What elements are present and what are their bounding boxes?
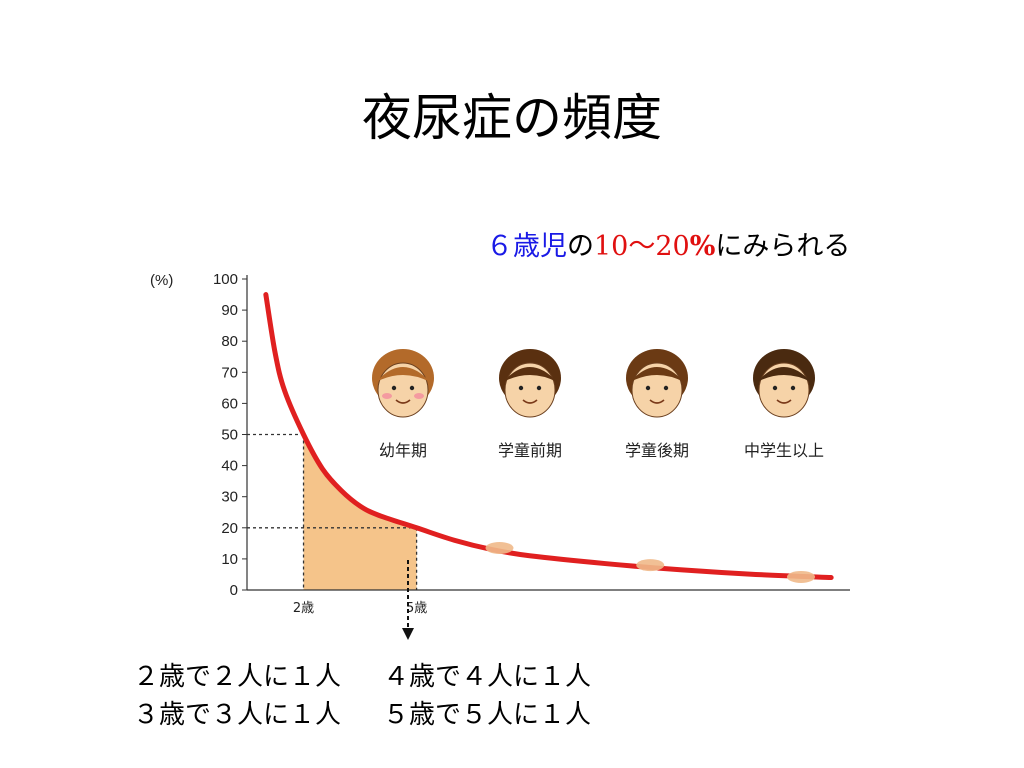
x-tick-label: 2歳 <box>293 601 314 616</box>
face-eye <box>790 385 796 391</box>
stage-label: 学童後期 <box>625 441 689 460</box>
stats-row: ２歳で２人に１人 ４歳で４人に１人 <box>133 658 591 696</box>
stage-label: 学童前期 <box>498 441 562 460</box>
y-tick-label: 0 <box>230 582 238 599</box>
stats-block: ２歳で２人に１人 ４歳で４人に１人 ３歳で３人に１人 ５歳で５人に１人 <box>133 658 591 734</box>
face-mouth <box>776 399 792 404</box>
face-fringe <box>630 367 684 382</box>
subtitle-suffix: にみられる <box>715 231 851 262</box>
face-eye <box>645 385 651 391</box>
stat-item: ２歳で２人に１人 <box>133 662 342 692</box>
face-eye <box>391 385 397 391</box>
face-mouth <box>522 399 538 404</box>
y-axis-label: (%) <box>150 272 173 289</box>
subtitle-age: ６歳児 <box>486 231 567 262</box>
stat-item: ５歳で５人に１人 <box>383 700 592 730</box>
y-tick-label: 70 <box>221 364 238 381</box>
y-tick-label: 100 <box>213 271 238 288</box>
face-eye <box>409 385 415 391</box>
stage-marker <box>636 559 665 572</box>
y-tick-label: 40 <box>221 458 238 475</box>
face-eye <box>518 385 524 391</box>
arrow-head <box>402 628 414 640</box>
y-tick-label: 90 <box>221 302 238 319</box>
face-eye <box>772 385 778 391</box>
chart-subtitle: ６歳児の10〜20%にみられる <box>486 224 850 263</box>
stage-marker <box>787 570 816 583</box>
page-title: 夜尿症の頻度 <box>362 89 662 147</box>
face-eye <box>536 385 542 391</box>
face-eye <box>663 385 669 391</box>
face-mouth <box>649 399 665 404</box>
face-cheek <box>382 393 392 399</box>
face-fringe <box>376 367 430 382</box>
stat-item: ３歳で３人に１人 <box>133 700 342 730</box>
y-tick-label: 80 <box>221 333 238 350</box>
stage-label: 幼年期 <box>379 441 427 460</box>
y-tick-label: 60 <box>221 395 238 412</box>
face-mouth <box>395 399 411 404</box>
face-fringe <box>503 367 557 382</box>
subtitle-particle: の <box>567 231 594 262</box>
stats-row: ３歳で３人に１人 ５歳で５人に１人 <box>133 696 591 734</box>
shaded-area <box>303 434 417 590</box>
stat-item: ４歳で４人に１人 <box>383 662 592 692</box>
subtitle-range: 10〜20 <box>594 231 690 262</box>
face-fringe <box>757 367 811 382</box>
y-tick-label: 50 <box>221 427 238 444</box>
subtitle-percent: % <box>689 231 716 262</box>
y-tick-label: 30 <box>221 489 238 506</box>
y-tick-label: 20 <box>221 520 238 537</box>
x-tick-label: 5歳 <box>406 601 427 616</box>
stage-marker <box>485 542 514 555</box>
y-tick-label: 10 <box>221 551 238 568</box>
face-cheek <box>414 393 424 399</box>
stage-label: 中学生以上 <box>744 441 824 460</box>
